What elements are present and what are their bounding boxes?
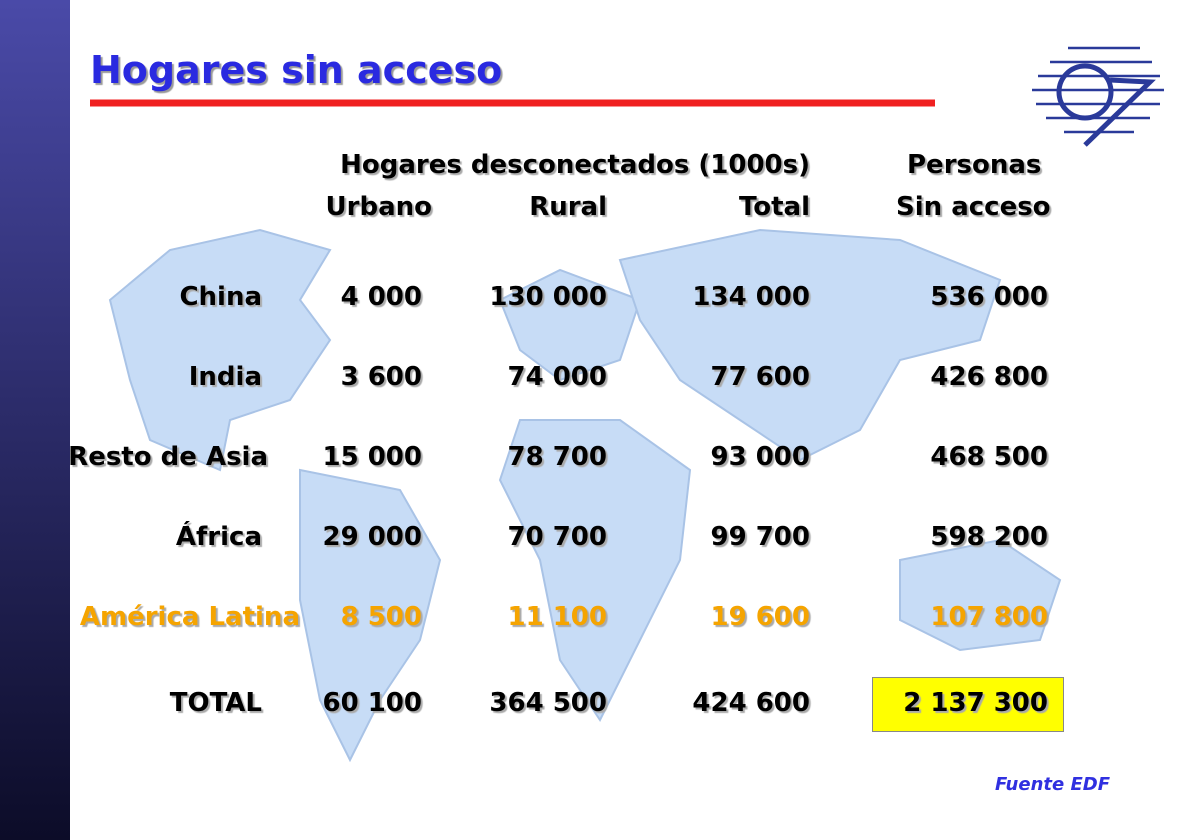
row-label: TOTAL xyxy=(169,688,262,718)
row-label: África xyxy=(175,522,262,552)
column-header: Urbano xyxy=(325,192,432,222)
column-header: Total xyxy=(738,192,810,222)
group-header: Hogares desconectados (1000s) xyxy=(340,150,810,180)
cell: 4 000 xyxy=(340,282,422,312)
cell: 70 700 xyxy=(507,522,607,552)
cell: 19 600 xyxy=(710,602,810,632)
cell: 29 000 xyxy=(322,522,422,552)
cell: 2 137 300 xyxy=(903,688,1048,718)
column-header: Sin acceso xyxy=(896,192,1051,222)
cell: 424 600 xyxy=(692,688,810,718)
cell: 3 600 xyxy=(340,362,422,392)
cell: 15 000 xyxy=(322,442,422,472)
column-header: Personas xyxy=(907,150,1042,180)
cell: 134 000 xyxy=(692,282,810,312)
cell: 78 700 xyxy=(507,442,607,472)
slide-title: Hogares sin acceso xyxy=(90,48,503,92)
row-label: América Latina xyxy=(79,602,300,632)
total-highlight xyxy=(872,677,1064,732)
cell: 99 700 xyxy=(710,522,810,552)
source-note: Fuente EDF xyxy=(994,774,1110,795)
logo xyxy=(1032,46,1164,147)
cell: 11 100 xyxy=(507,602,607,632)
row-label: India xyxy=(188,362,262,392)
cell: 130 000 xyxy=(489,282,607,312)
cell: 93 000 xyxy=(710,442,810,472)
cell: 536 000 xyxy=(930,282,1048,312)
cell: 426 800 xyxy=(930,362,1048,392)
row-label: Resto de Asia xyxy=(68,442,268,472)
cell: 77 600 xyxy=(710,362,810,392)
cell: 364 500 xyxy=(489,688,607,718)
column-header: Rural xyxy=(529,192,607,222)
cell: 74 000 xyxy=(507,362,607,392)
cell: 468 500 xyxy=(930,442,1048,472)
side-bar xyxy=(0,0,70,840)
cell: 107 800 xyxy=(930,602,1048,632)
cell: 598 200 xyxy=(930,522,1048,552)
row-label: China xyxy=(179,282,262,312)
cell: 60 100 xyxy=(322,688,422,718)
cell: 8 500 xyxy=(340,602,422,632)
